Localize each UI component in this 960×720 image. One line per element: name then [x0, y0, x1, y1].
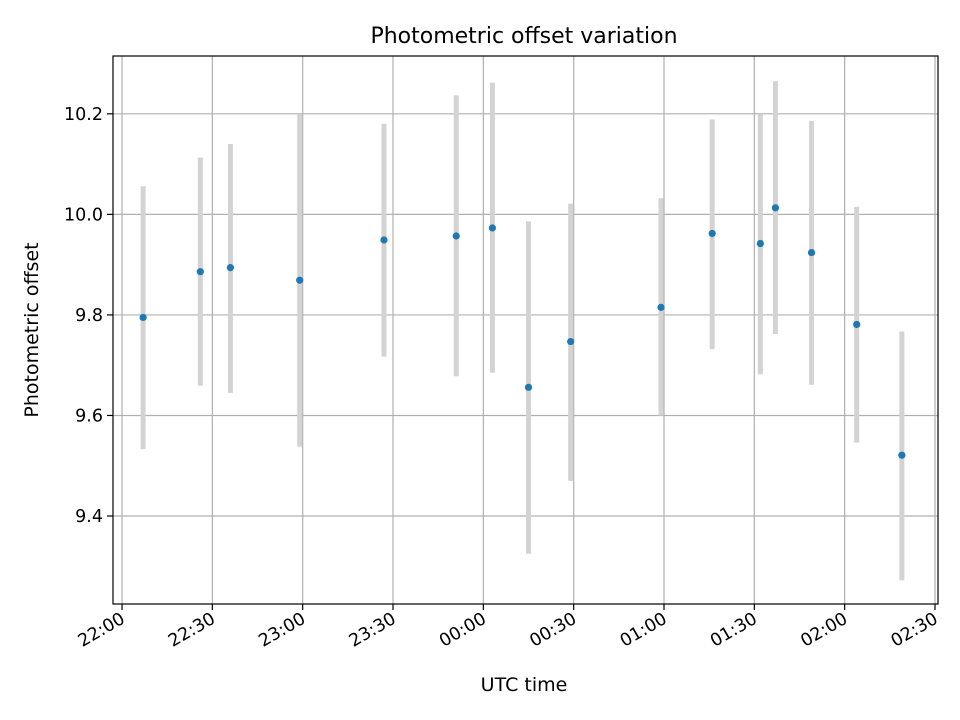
- data-point: [657, 303, 665, 311]
- data-point: [853, 320, 861, 329]
- x-tick-label: 02:30: [888, 609, 942, 652]
- y-tick-label: 9.4: [75, 507, 103, 527]
- data-point: [524, 383, 533, 391]
- x-tick-label: 01:30: [707, 609, 761, 652]
- data-point: [226, 264, 235, 272]
- x-axis-label: UTC time: [481, 674, 568, 696]
- x-tick-label: 23:00: [256, 609, 310, 652]
- chart-title: Photometric offset variation: [370, 24, 677, 49]
- data-point: [488, 224, 496, 232]
- data-point: [296, 276, 304, 284]
- data-point: [771, 204, 780, 212]
- x-tick-label: 00:30: [526, 609, 580, 652]
- y-tick-label: 9.6: [75, 406, 103, 426]
- grid: [113, 56, 938, 604]
- y-tick-label: 10.2: [64, 105, 103, 125]
- y-axis-label: Photometric offset: [21, 242, 43, 417]
- data-points: [139, 204, 906, 459]
- x-tick-label: 22:30: [165, 609, 219, 652]
- data-point: [898, 451, 906, 459]
- x-tick-label: 00:00: [436, 609, 490, 652]
- data-point: [139, 313, 147, 322]
- y-axis-ticks: 9.4 9.6 9.8 10.0 10.2: [64, 105, 113, 527]
- y-tick-label: 10.0: [64, 205, 103, 225]
- data-point: [708, 229, 716, 238]
- data-point: [380, 236, 388, 244]
- x-axis-ticks: 22:00 22:30 23:00 23:30 00:00 00:30 01:00 01:30…: [75, 604, 942, 652]
- data-point: [807, 248, 816, 257]
- plot-frame: [112, 55, 939, 605]
- error-bars: [140, 81, 905, 581]
- data-point: [756, 239, 764, 248]
- data-point: [452, 232, 460, 240]
- x-tick-label: 22:00: [75, 609, 129, 652]
- data-point: [196, 268, 204, 276]
- x-tick-label: 01:00: [617, 609, 671, 652]
- data-point: [567, 337, 575, 346]
- y-tick-label: 9.8: [75, 306, 103, 326]
- x-tick-label: 02:00: [797, 609, 851, 652]
- x-tick-label: 23:30: [346, 609, 400, 652]
